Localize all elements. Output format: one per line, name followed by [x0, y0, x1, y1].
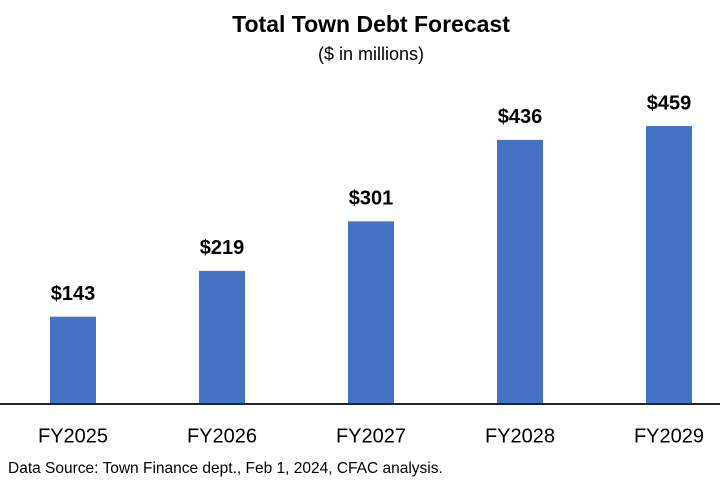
x-tick-label: FY2029	[634, 425, 704, 447]
value-label: $219	[200, 237, 245, 259]
source-note: Data Source: Town Finance dept., Feb 1, …	[8, 460, 443, 477]
x-tick-label: FY2025	[38, 425, 108, 447]
bar	[497, 139, 543, 403]
bar	[348, 221, 394, 403]
bar	[50, 316, 96, 403]
value-label: $143	[51, 283, 96, 305]
x-tick-label: FY2028	[485, 425, 555, 447]
bar	[646, 126, 692, 403]
chart-subtitle: ($ in millions)	[318, 44, 424, 64]
bar	[199, 270, 245, 403]
value-label: $436	[498, 106, 543, 128]
value-label: $459	[647, 92, 692, 114]
chart-title: Total Town Debt Forecast	[232, 11, 510, 37]
x-tick-label: FY2027	[336, 425, 406, 447]
x-tick-label: FY2026	[187, 425, 257, 447]
value-label: $301	[349, 188, 394, 210]
